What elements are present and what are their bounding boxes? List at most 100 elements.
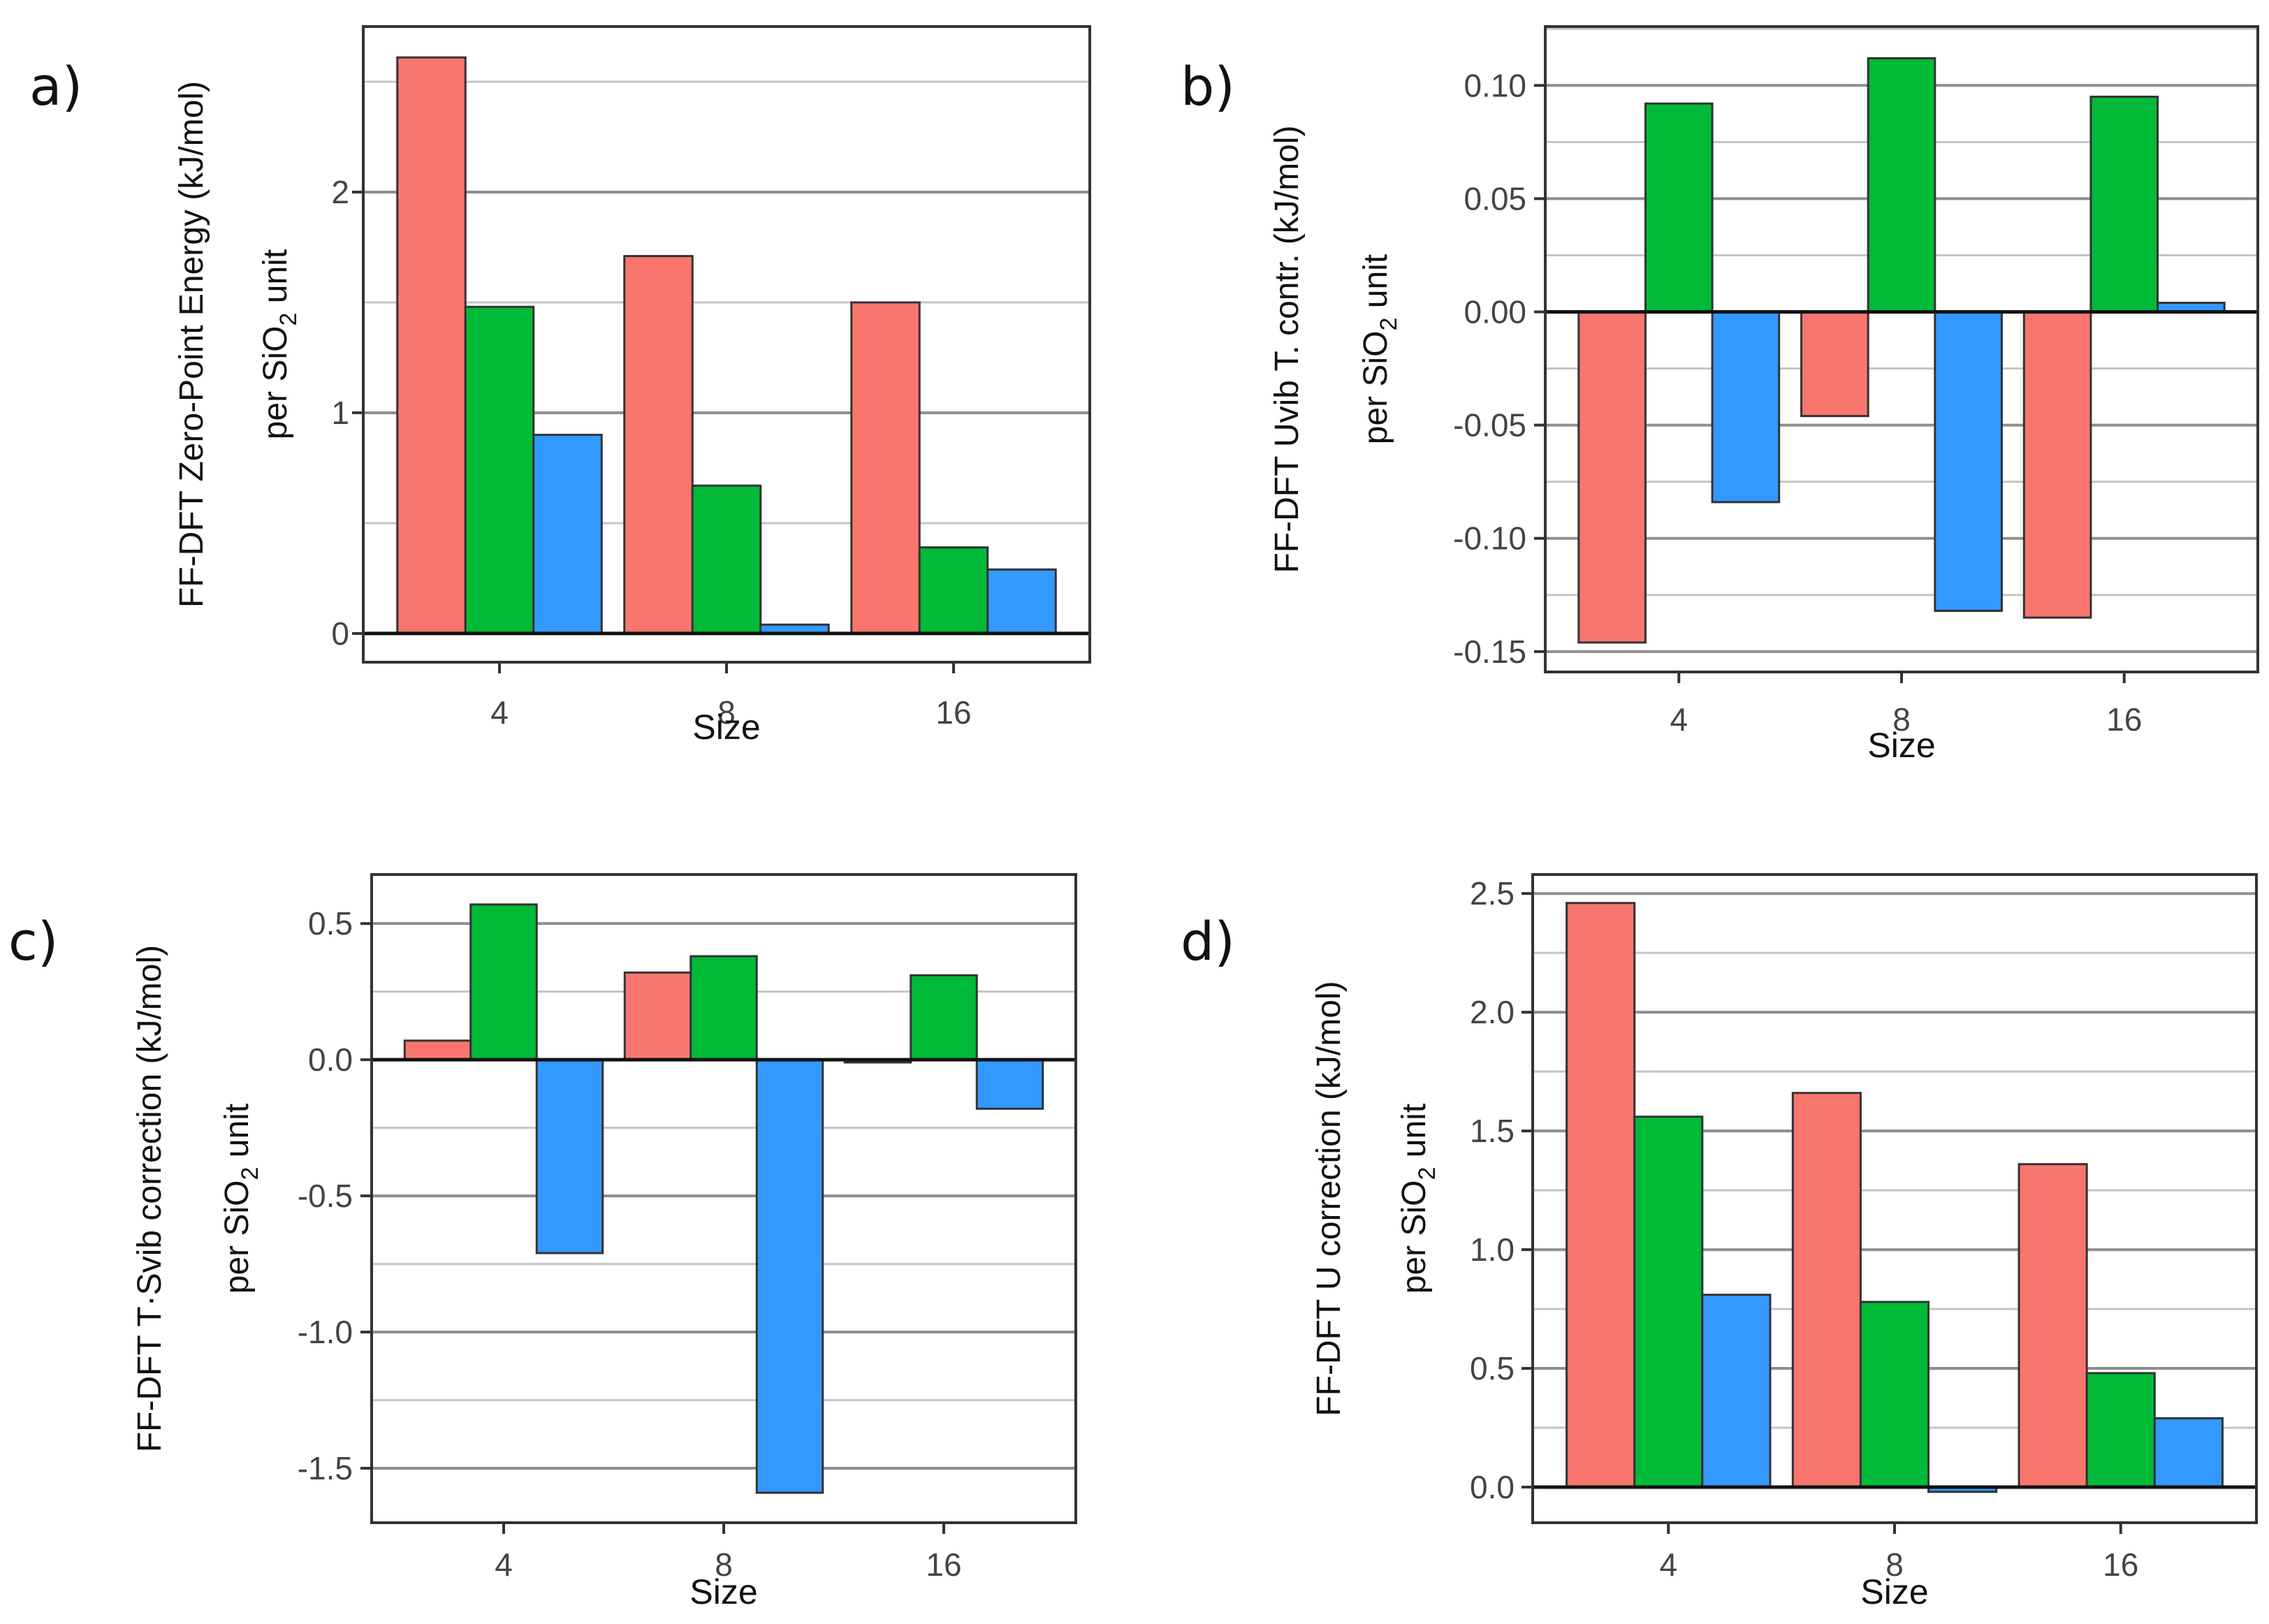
bar-blue-size-16: [986, 568, 1057, 635]
y-axis-title: FF-DFT Uvib T. contr. (kJ/mol): [1269, 126, 1306, 573]
panel-letter: d): [1181, 910, 1235, 972]
bar-red-size-8: [1800, 311, 1869, 418]
x-tick-label: 8: [1892, 701, 1911, 738]
y-axis-subtitle-sub: 2: [1414, 1167, 1440, 1180]
bar-green-size-8: [1867, 57, 1936, 314]
y-axis-subtitle: per SiO2 unit: [1357, 254, 1402, 444]
y-axis-subtitle-sub: 2: [1376, 318, 1402, 331]
x-tick-label: 16: [2106, 701, 2142, 738]
x-tick-label: 16: [2103, 1546, 2138, 1583]
y-tick-label: 0.00: [1464, 294, 1526, 330]
bar-green-size-4: [1633, 1115, 1704, 1488]
y-axis-subtitle-sub: 2: [275, 313, 302, 326]
x-tick-label: 8: [715, 1546, 733, 1583]
chart-panel-2: b) 0.10 0.05 0.00 -0.05 -0.10 -0.15 4 8 16 Size FF-…: [1181, 25, 2259, 765]
bar-blue-size-4: [535, 1058, 604, 1254]
y-tick-label: -0.5: [298, 1178, 353, 1214]
y-axis-title: FF-DFT T·Svib correction (kJ/mol): [131, 945, 168, 1452]
y-tick-label: 1: [331, 395, 349, 431]
y-tick-label: 2.0: [1470, 994, 1515, 1030]
bar-red-size-4: [396, 56, 467, 635]
chart-panel-4: d) 0.0 0.5 1.0 1.5 2.0 2.5 4 8 16 Size FF-DFT U cor…: [1181, 873, 2258, 1611]
y-axis-subtitle-post: unit: [1357, 254, 1394, 318]
bar-red-size-8: [623, 971, 692, 1061]
bar-red-size-4: [403, 1039, 472, 1061]
x-tick-label: 16: [935, 694, 971, 731]
y-axis-subtitle-pre: per SiO: [219, 1180, 256, 1294]
bar-blue-size-4: [1711, 311, 1781, 504]
bar-green-size-4: [464, 305, 535, 635]
panel-letter: b): [1181, 55, 1235, 117]
y-tick-label: 0.5: [1470, 1350, 1515, 1387]
y-axis-subtitle-post: unit: [219, 1104, 256, 1167]
y-axis-subtitle: per SiO2 unit: [257, 249, 302, 439]
y-axis-subtitle-post: unit: [257, 249, 294, 313]
bar-red-size-16: [2018, 1163, 2088, 1488]
x-tick-label: 8: [717, 694, 736, 731]
x-axis-title: Size: [1867, 726, 1935, 765]
chart-panel-3: c) 0.5 0.0 -0.5 -1.0 -1.5 4 8 16 Size FF-DFT T·Svi…: [8, 873, 1077, 1611]
x-tick-label: 16: [926, 1546, 961, 1583]
y-tick-label: 0.10: [1464, 67, 1526, 103]
y-axis-subtitle: per SiO2 unit: [1396, 1104, 1440, 1294]
x-tick-label: 4: [1659, 1546, 1677, 1583]
x-axis-title: Size: [690, 1572, 757, 1611]
y-tick-label: 0.5: [308, 905, 353, 942]
bar-red-size-4: [1566, 902, 1636, 1488]
bar-green-size-8: [690, 955, 758, 1061]
panel-letter: a): [29, 55, 82, 117]
bar-blue-size-16: [975, 1058, 1044, 1110]
x-axis-title: Size: [1860, 1572, 1928, 1611]
bar-green-size-8: [1859, 1301, 1930, 1488]
bar-blue-size-8: [1934, 311, 2003, 612]
y-tick-label: -0.15: [1453, 634, 1526, 670]
y-tick-label: 1.5: [1470, 1113, 1515, 1149]
x-tick-label: 4: [495, 1546, 513, 1583]
y-tick-label: 0.0: [1470, 1469, 1515, 1505]
x-axis-title: Size: [692, 708, 760, 747]
plot-frame: [1531, 873, 2258, 1524]
y-tick-label: 0.05: [1464, 180, 1526, 217]
bar-red-size-16: [850, 301, 921, 635]
y-axis-subtitle-sub: 2: [237, 1167, 263, 1180]
bar-green-size-4: [469, 903, 538, 1061]
chart-panel-1: a) 0 1 2 4 8 16 Size FF-DFT Zero-Point Energy (k…: [29, 25, 1091, 747]
bar-blue-size-16: [2153, 1417, 2224, 1488]
y-tick-label: -0.05: [1453, 407, 1526, 444]
y-tick-label: -1.5: [298, 1450, 353, 1486]
bar-green-size-16: [910, 974, 978, 1061]
y-tick-label: 0.0: [308, 1041, 353, 1078]
plot-frame: [1544, 25, 2259, 673]
x-tick-label: 4: [1670, 701, 1688, 738]
bar-green-size-16: [2085, 1372, 2156, 1488]
y-tick-label: 2: [331, 174, 349, 210]
bar-red-size-16: [2022, 311, 2092, 619]
bar-blue-size-4: [532, 434, 603, 635]
plot-frame: [362, 25, 1091, 664]
y-axis-title: FF-DFT Zero-Point Energy (kJ/mol): [173, 81, 210, 608]
bar-blue-size-8: [755, 1058, 824, 1494]
y-tick-label: 1.0: [1470, 1231, 1515, 1268]
bar-green-size-8: [691, 484, 762, 635]
y-tick-label: -0.10: [1453, 520, 1526, 557]
y-tick-label: 0: [331, 615, 349, 652]
bar-green-size-4: [1644, 102, 1714, 314]
y-axis-subtitle-pre: per SiO: [257, 325, 294, 439]
y-axis-subtitle-pre: per SiO: [1396, 1180, 1433, 1294]
y-tick-label: -1.0: [298, 1314, 353, 1350]
bar-red-size-4: [1577, 311, 1647, 644]
plot-frame: [370, 873, 1077, 1524]
x-tick-label: 8: [1885, 1546, 1904, 1583]
bar-red-size-8: [1791, 1092, 1862, 1488]
bar-green-size-16: [918, 546, 989, 635]
x-tick-label: 4: [490, 694, 509, 731]
y-axis-title: FF-DFT U correction (kJ/mol): [1311, 981, 1348, 1416]
bar-red-size-8: [623, 255, 694, 635]
y-tick-label: 2.5: [1470, 875, 1515, 912]
y-axis-subtitle-post: unit: [1396, 1104, 1433, 1167]
bar-green-size-16: [2089, 96, 2159, 314]
panel-letter: c): [8, 910, 58, 972]
y-axis-subtitle: per SiO2 unit: [219, 1104, 263, 1294]
